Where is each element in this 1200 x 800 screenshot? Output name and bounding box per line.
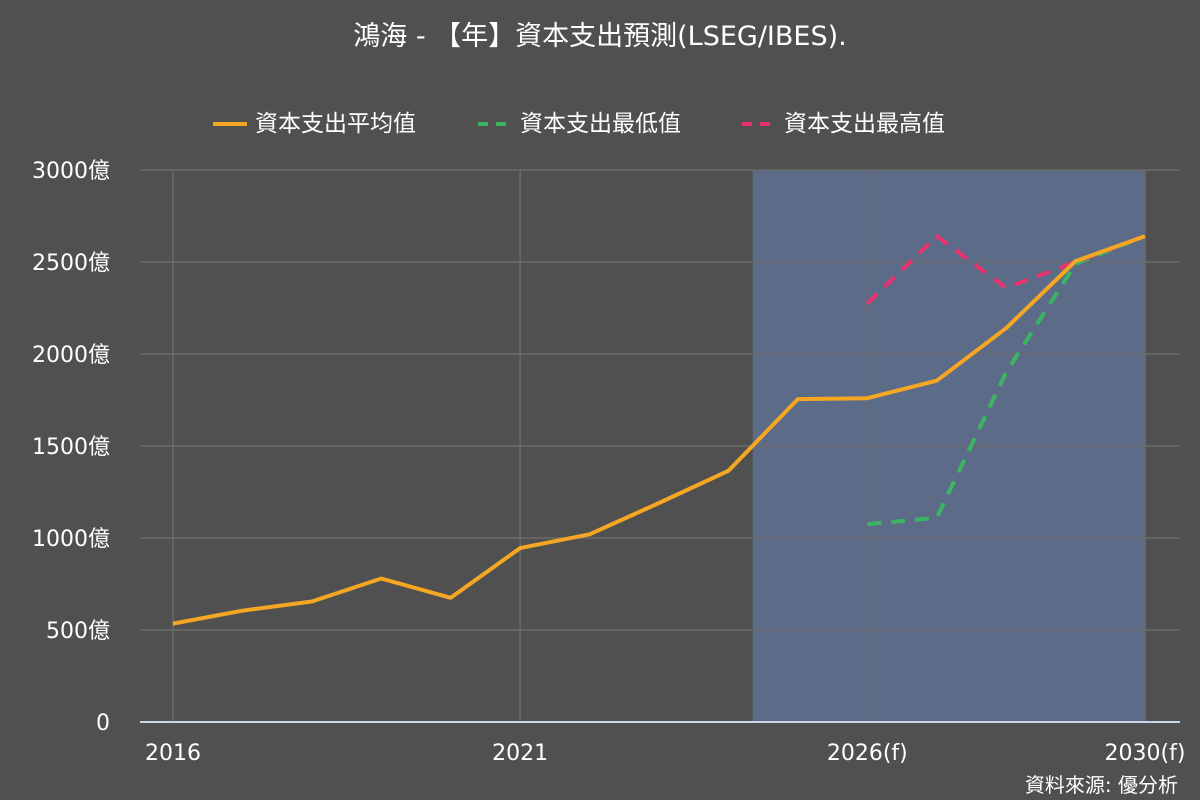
x-tick-label: 2026(f) [827, 741, 908, 766]
legend-swatch-average [213, 115, 247, 127]
legend-item-average[interactable]: 資本支出平均值 [213, 104, 416, 138]
chart-title: 鴻海 - 【年】資本支出預測(LSEG/IBES). [353, 21, 847, 52]
legend-label-average: 資本支出平均值 [255, 111, 416, 137]
legend-swatch-low [478, 115, 512, 127]
x-tick-label: 2030(f) [1105, 741, 1186, 766]
legend-swatch-high [742, 115, 776, 127]
x-tick-label: 2016 [145, 741, 201, 766]
y-tick-label: 0 [96, 711, 110, 736]
legend-label-high: 資本支出最高值 [784, 111, 945, 137]
legend: 資本支出平均值 資本支出最低值 資本支出最高值 [0, 104, 1200, 138]
y-tick-label: 500億 [46, 619, 110, 644]
y-tick-label: 2000億 [32, 343, 110, 368]
legend-item-high[interactable]: 資本支出最高值 [742, 104, 945, 138]
legend-item-low[interactable]: 資本支出最低值 [478, 104, 681, 138]
y-tick-label: 2500億 [32, 251, 110, 276]
y-tick-label: 3000億 [32, 159, 110, 184]
series-average-line [172, 234, 1146, 626]
legend-label-low: 資本支出最低值 [520, 111, 681, 137]
x-tick-label: 2021 [492, 741, 548, 766]
y-tick-label: 1500億 [32, 435, 110, 460]
y-tick-label: 1000億 [32, 527, 110, 552]
source-note: 資料來源: 優分析 [1024, 773, 1178, 797]
